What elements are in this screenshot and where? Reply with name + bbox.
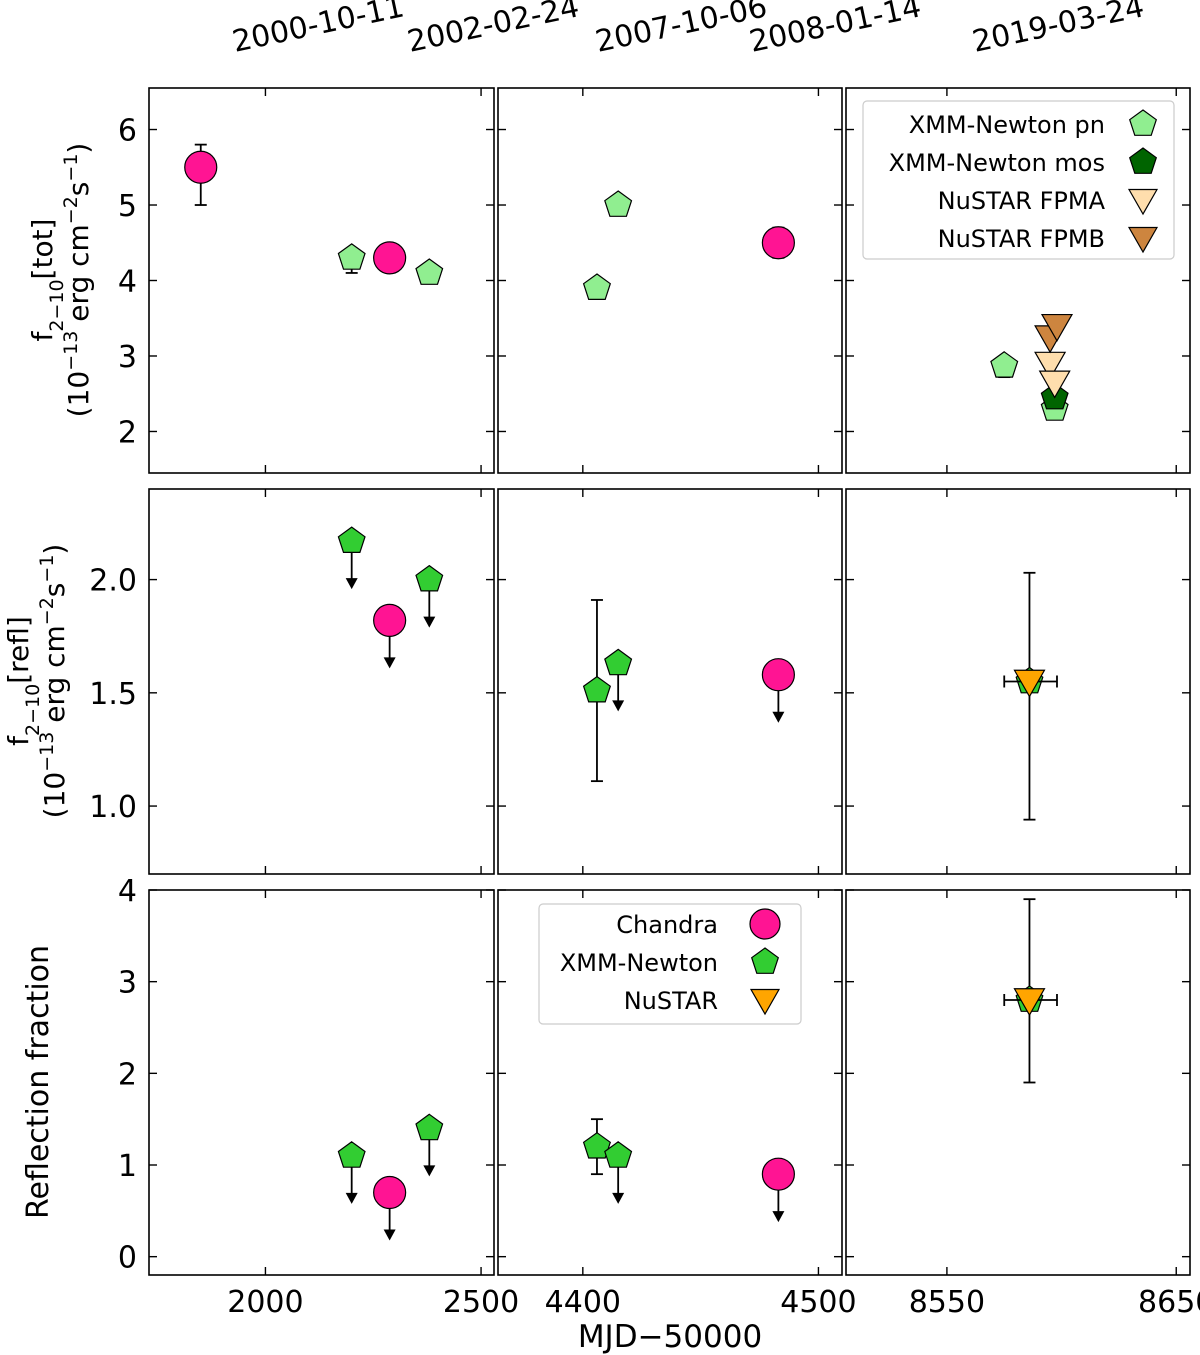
y-axis-label-reflected-flux: f2−10[refl](10−13 erg cm−2s−1) [2,544,71,819]
upper-limit-arrow-head [772,711,785,723]
y-tick-label: 1.0 [89,790,137,825]
date-label: 2002-02-24 [404,0,582,60]
data-point-xmm-newton-pn [582,273,612,300]
data-point-nustar-fpmb [1040,313,1074,343]
legend-marker [749,988,781,1016]
x-tick-label: 8650 [1138,1285,1200,1320]
data-point-chandra [761,658,795,692]
y-axis-label-line2: (10−13 erg cm−2s−1) [36,544,71,819]
legend-marker [1128,147,1158,174]
upper-limit-arrow-head [345,1192,358,1204]
y-tick-label: 2 [118,1057,137,1092]
data-point-xmm-newton-pn [990,351,1019,378]
data-point-chandra [373,241,407,275]
legend-label: XMM-Newton [560,949,718,977]
data-point-nustar-fpma [1038,370,1071,399]
data-point-xmm-newton-pn [415,258,444,285]
y-tick-label: 0 [118,1241,137,1276]
y-axis-label-total-flux: f2−10[tot](10−13 erg cm−2s−1) [26,143,95,418]
data-point-nustar [1013,669,1046,698]
y-tick-label: 3 [118,966,137,1001]
data-point-chandra [761,226,795,260]
y-tick-label: 4 [118,265,137,300]
upper-limit-arrow-head [383,1229,396,1241]
y-axis-label-line1: f2−10[refl] [2,616,44,746]
legend-marker [1127,226,1159,254]
legend-marker [750,947,780,974]
x-tick-label: 2500 [443,1285,519,1320]
upper-limit-arrow-head [423,616,436,628]
legend-label: NuSTAR [624,987,718,1015]
legend-marker [1127,188,1159,216]
upper-limit-arrow-head [612,700,625,712]
panel-frame-r1-c2 [845,488,1191,875]
y-tick-label: 6 [118,114,137,149]
upper-limit-arrow-head [345,578,358,590]
data-point-nustar [1013,988,1046,1017]
data-point-chandra [373,1175,407,1210]
panel-frame-r0-c1 [497,87,843,474]
data-point-xmm-newton [415,564,444,592]
x-tick-label: 4500 [780,1285,856,1320]
y-tick-label: 2.0 [89,564,137,599]
y-axis-label-line1: f2−10[tot] [26,219,68,342]
data-point-xmm-newton [337,1141,366,1168]
y-tick-label: 3 [118,340,137,375]
upper-limit-arrow-head [772,1211,785,1223]
date-label: 2019-03-24 [969,0,1147,60]
data-point-chandra [761,1157,795,1191]
legend-label: Chandra [616,911,718,939]
data-point-xmm-newton [337,526,366,554]
x-tick-label: 8550 [909,1285,985,1320]
y-tick-label: 1 [118,1149,137,1184]
data-point-xmm-newton-pn [604,190,633,217]
panel-frame-r2-c2 [845,889,1191,1276]
data-point-xmm-newton-pn [337,243,366,270]
data-point-xmm-newton [582,1131,612,1159]
upper-limit-arrow-head [383,657,396,669]
data-point-chandra [373,603,407,637]
panel-frame-r2-c1 [497,889,843,1276]
y-tick-label: 2 [118,415,137,450]
x-tick-label: 4400 [545,1285,621,1320]
y-tick-label: 4 [118,874,137,909]
legend-box [862,100,1175,260]
data-point-xmm-newton [604,1141,633,1168]
data-point-xmm-newton [582,675,612,703]
legend-label: NuSTAR FPMA [938,187,1106,215]
y-axis-label-line2: (10−13 erg cm−2s−1) [60,143,95,418]
data-point-chandra [184,150,218,184]
data-point-xmm-newton [415,1113,444,1141]
upper-limit-arrow-head [423,1165,436,1177]
y-tick-label: 5 [118,189,137,224]
legend-label: XMM-Newton mos [889,149,1105,177]
legend-box [538,903,802,1025]
panel-frame-r1-c0 [148,488,495,875]
x-axis-label: MJD−50000 [578,1319,762,1355]
date-label: 2007-10-06 [592,0,770,60]
x-tick-label: 2000 [227,1285,303,1320]
panel-frame-r2-c0 [148,889,495,1276]
legend-label: XMM-Newton pn [909,111,1105,139]
y-tick-label: 1.5 [89,677,137,712]
legend-marker [1128,109,1158,136]
legend-marker [749,908,781,940]
date-label: 2008-01-14 [746,0,924,60]
y-axis-label-reflection-fraction: Reflection fraction [21,945,56,1219]
data-point-xmm-newton [604,648,633,676]
upper-limit-arrow-head [612,1192,625,1204]
date-label: 2000-10-11 [229,0,407,60]
panel-frame-r1-c1 [497,488,843,875]
legend-label: NuSTAR FPMB [938,225,1105,253]
